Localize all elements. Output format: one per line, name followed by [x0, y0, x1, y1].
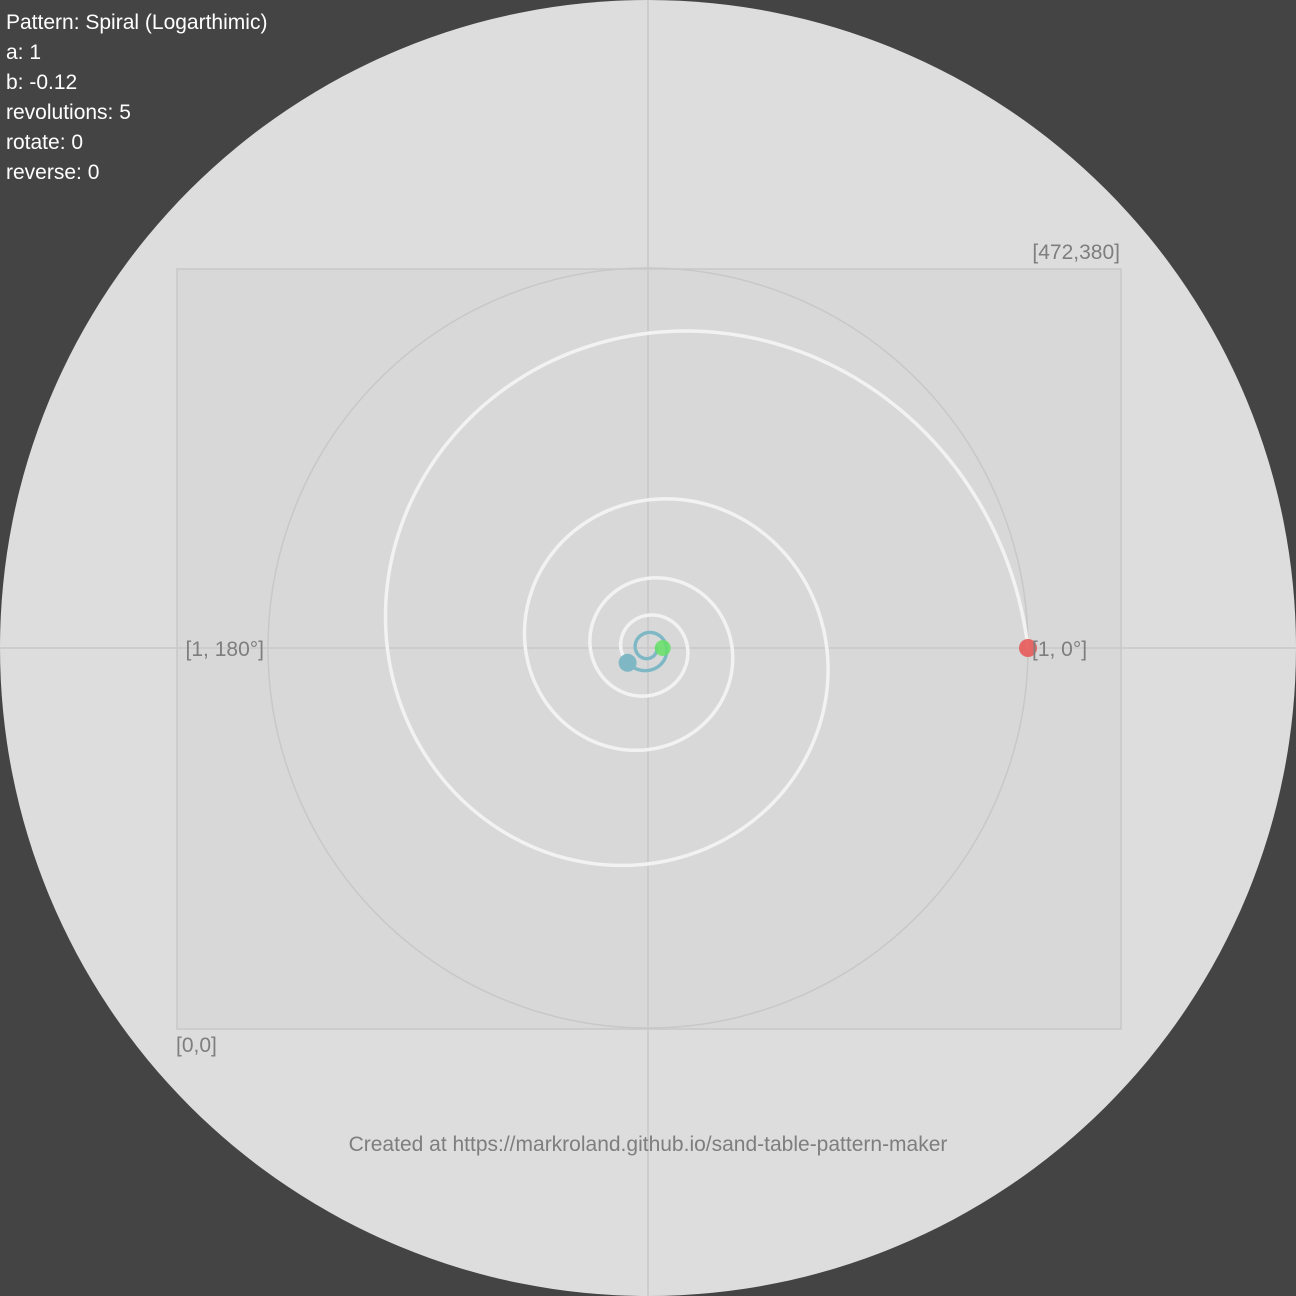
- param-b-text: b: -0.12: [6, 71, 78, 94]
- param-a-text: a: 1: [6, 41, 42, 64]
- param-reverse-text: reverse: 0: [6, 161, 100, 184]
- polar-zero-label: [1, 0°]: [1032, 638, 1087, 661]
- start-point-marker: [1019, 639, 1037, 657]
- param-rotate-text: rotate: 0: [6, 131, 84, 154]
- polar-180-label: [1, 180°]: [186, 638, 264, 661]
- footer-credit: Created at https://markroland.github.io/…: [349, 1133, 948, 1156]
- current-position-marker: [618, 653, 637, 672]
- pattern-name-text: Pattern: Spiral (Logarthimic): [6, 11, 268, 34]
- bottom-left-corner-label: [0,0]: [176, 1034, 217, 1057]
- pattern-parameters-panel: Pattern: Spiral (Logarthimic) a: 1 b: -0…: [6, 8, 267, 188]
- top-right-corner-label: [472,380]: [1032, 241, 1120, 264]
- end-point-marker: [654, 640, 671, 656]
- spiral-path-traced: [625, 630, 669, 673]
- param-revolutions-text: revolutions: 5: [6, 101, 131, 124]
- machine-bounds-rect: [176, 268, 1122, 1030]
